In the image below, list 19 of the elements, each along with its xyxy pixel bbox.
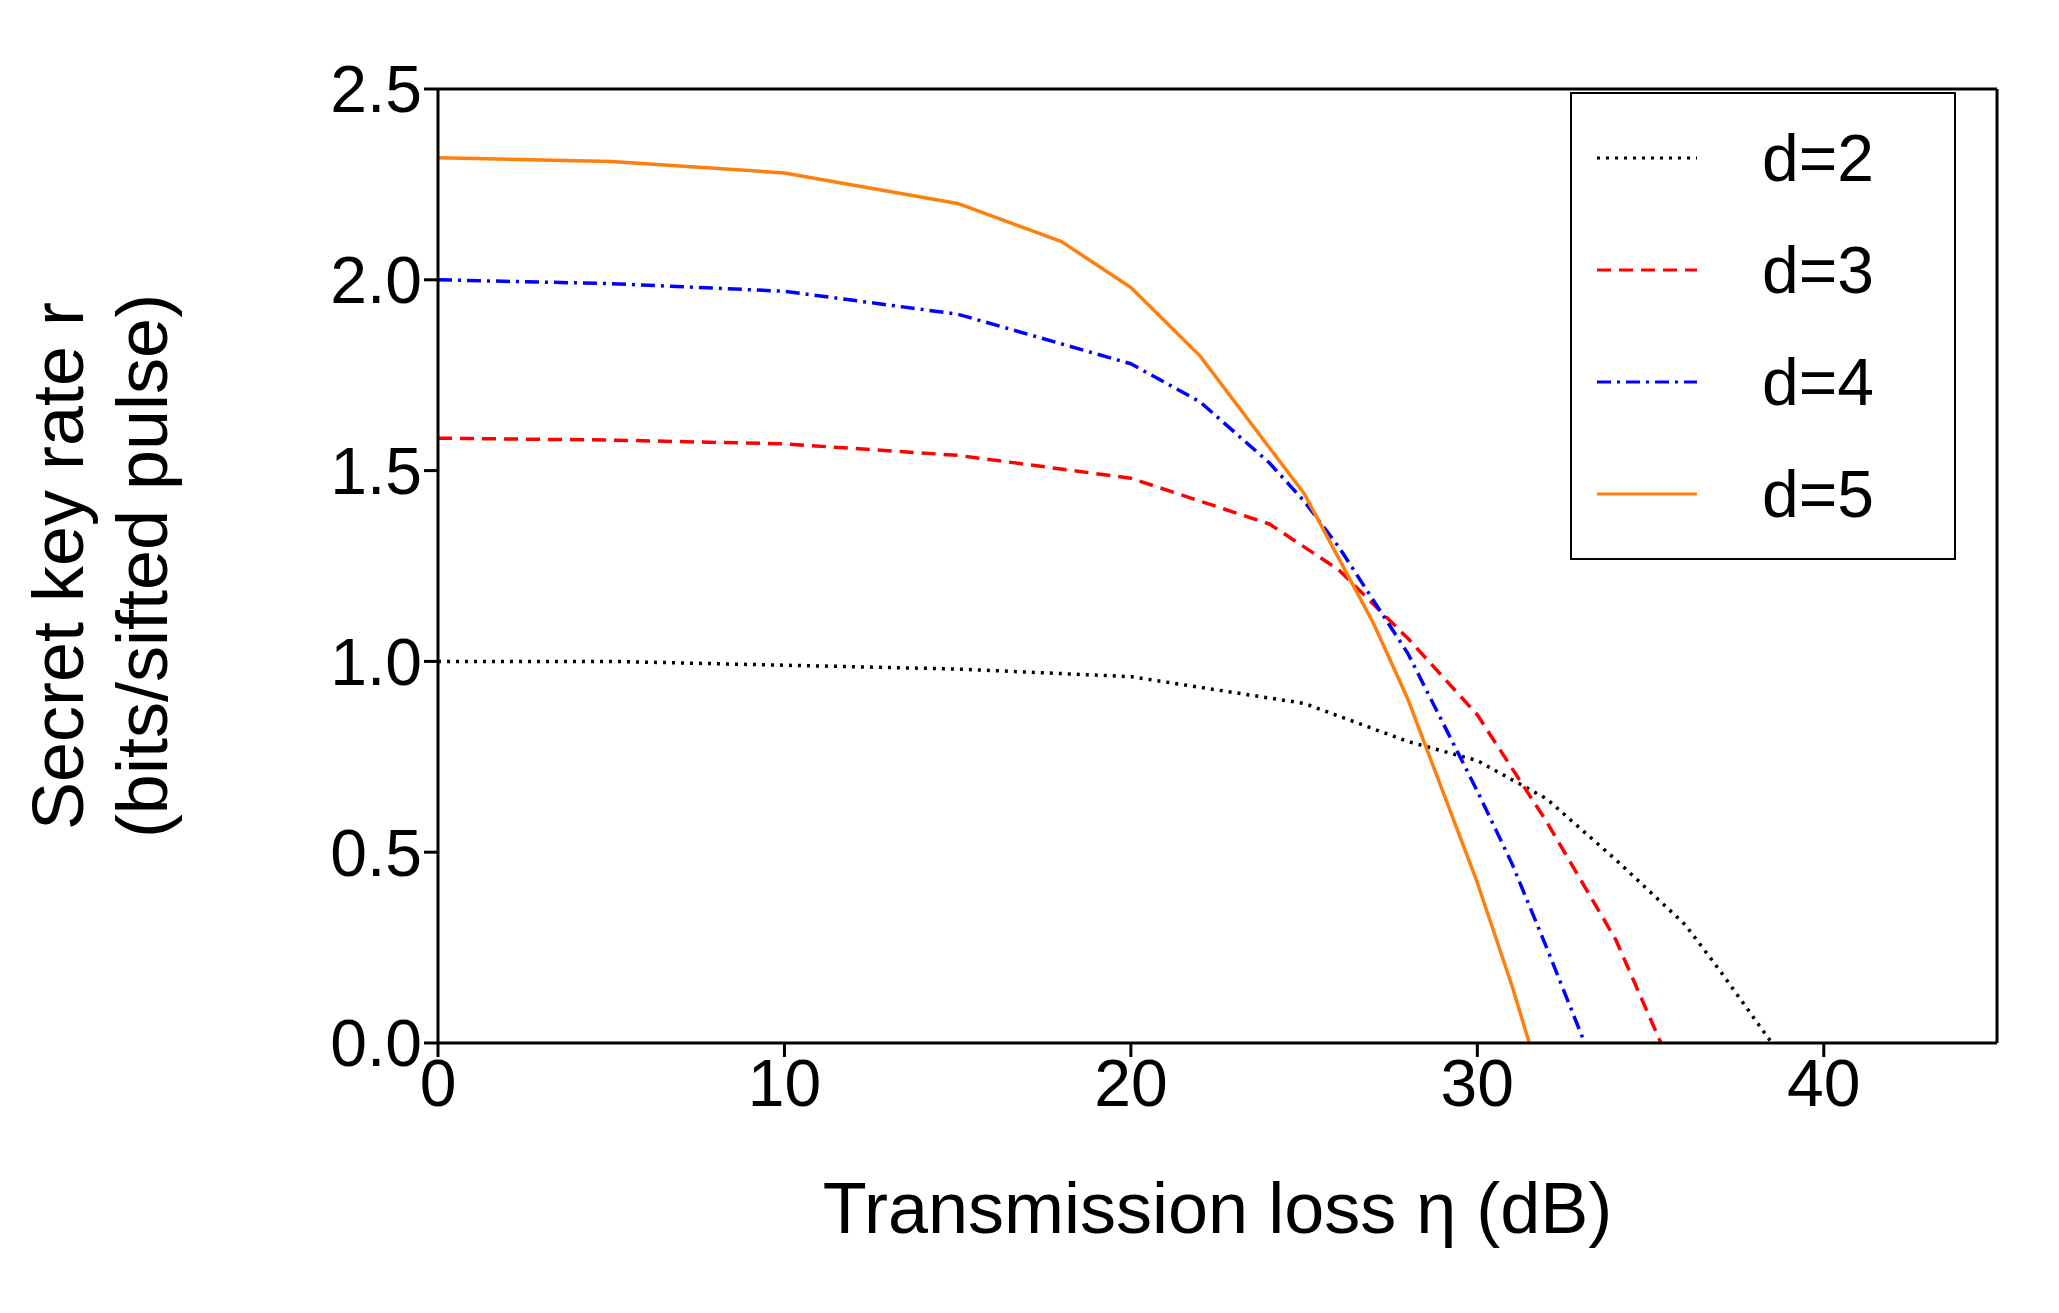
x-tick-label: 0 <box>419 1045 457 1120</box>
x-tick-label: 20 <box>1094 1045 1168 1120</box>
y-tick-label: 0.5 <box>330 815 422 890</box>
y-tick-label: 1.5 <box>330 434 422 509</box>
legend-label: d=4 <box>1762 344 1874 420</box>
y-tick-label: 2.0 <box>330 243 422 318</box>
y-tick-label: 2.5 <box>330 52 422 127</box>
legend-label: d=2 <box>1762 120 1874 196</box>
y-axis-title: Secret key rate r (bits/sifted pulse) <box>18 293 182 839</box>
x-axis-title: Transmission loss η (dB) <box>822 1168 1613 1248</box>
line-series <box>438 155 1532 1043</box>
x-tick-label: 10 <box>747 1045 822 1120</box>
x-tick-label: 30 <box>1440 1045 1515 1120</box>
y-tick-label: 0.0 <box>330 1006 422 1081</box>
y-tick-label: 1.0 <box>330 624 422 699</box>
legend-label: d=5 <box>1762 456 1874 532</box>
line-series <box>438 436 1663 1043</box>
legend-label: d=3 <box>1762 232 1874 308</box>
x-tick-label: 40 <box>1787 1045 1861 1120</box>
